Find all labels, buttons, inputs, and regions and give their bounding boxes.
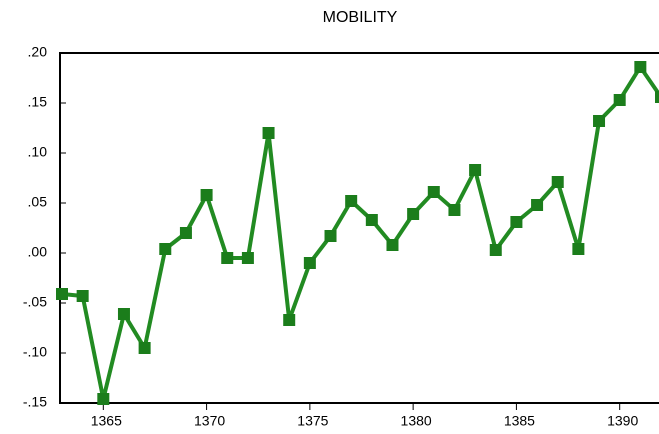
plot-frame bbox=[59, 52, 659, 404]
data-point bbox=[138, 342, 151, 354]
data-point bbox=[593, 115, 606, 127]
x-tick-label: 1370 bbox=[194, 413, 225, 429]
y-tick-label: .20 bbox=[28, 44, 48, 60]
data-point bbox=[97, 393, 110, 405]
data-point bbox=[56, 288, 68, 300]
chart-title: MOBILITY bbox=[323, 9, 398, 26]
data-point bbox=[303, 257, 316, 269]
data-point bbox=[572, 243, 585, 255]
data-point bbox=[407, 208, 420, 220]
y-tick-label: -.10 bbox=[23, 344, 47, 360]
data-point bbox=[179, 227, 192, 239]
data-point bbox=[159, 243, 172, 255]
data-point bbox=[262, 127, 275, 139]
data-point bbox=[427, 186, 440, 198]
data-point bbox=[386, 239, 399, 251]
x-tick-label: 1375 bbox=[297, 413, 328, 429]
y-tick-label: .10 bbox=[28, 144, 48, 160]
x-tick-label: 1380 bbox=[401, 413, 432, 429]
data-point bbox=[221, 252, 234, 264]
data-point bbox=[365, 214, 378, 226]
x-tick-label: 1390 bbox=[607, 413, 638, 429]
data-point bbox=[510, 216, 523, 228]
data-point bbox=[551, 176, 564, 188]
data-point bbox=[76, 290, 89, 302]
data-point bbox=[613, 94, 626, 106]
y-tick-label: -.05 bbox=[23, 294, 47, 310]
y-tick-label: .15 bbox=[28, 94, 48, 110]
data-point bbox=[655, 91, 659, 103]
y-tick-label: -.15 bbox=[23, 394, 47, 410]
x-tick-label: 1365 bbox=[91, 413, 122, 429]
y-tick-label: .05 bbox=[28, 194, 48, 210]
data-point bbox=[345, 195, 358, 207]
data-point bbox=[531, 199, 544, 211]
data-point bbox=[283, 314, 296, 326]
data-point bbox=[117, 308, 130, 320]
data-point bbox=[634, 61, 647, 73]
data-point bbox=[200, 189, 213, 201]
data-point bbox=[469, 164, 482, 176]
data-point bbox=[241, 252, 254, 264]
data-point bbox=[324, 230, 337, 242]
x-tick-label: 1385 bbox=[504, 413, 535, 429]
y-tick-label: .00 bbox=[28, 244, 48, 260]
data-point bbox=[489, 244, 502, 256]
data-point bbox=[448, 204, 461, 216]
series-line bbox=[61, 65, 659, 401]
